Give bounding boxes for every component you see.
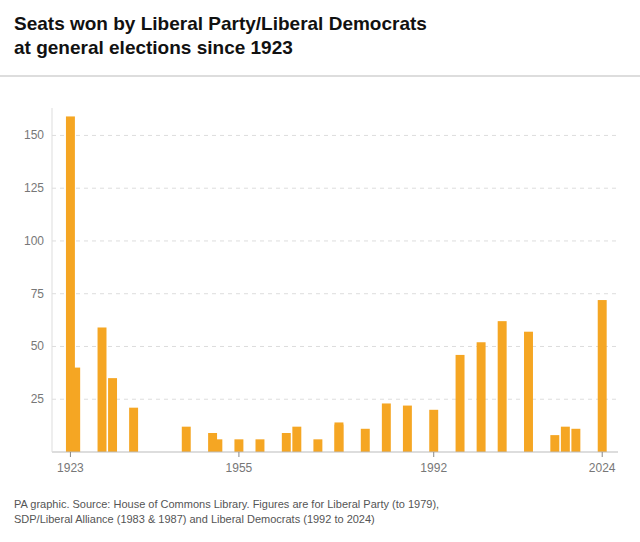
bar	[108, 378, 117, 452]
y-tick-label: 50	[31, 339, 45, 353]
bar	[598, 300, 607, 452]
bar	[182, 427, 191, 452]
chart-container: Seats won by Liberal Party/Liberal Democ…	[0, 0, 640, 542]
grid-line	[52, 188, 618, 189]
x-tick	[433, 452, 434, 457]
chart: Seats won by Liberal Party/Liberal Democ…	[0, 0, 640, 542]
bars	[66, 116, 607, 452]
bar	[282, 433, 291, 452]
bar	[213, 439, 222, 452]
x-tick-label: 2024	[589, 461, 616, 475]
y-axis-line	[52, 108, 53, 452]
grid-line	[52, 135, 618, 136]
bar	[234, 439, 243, 452]
y-tick-label: 150	[24, 128, 44, 142]
x-tick-label: 1992	[420, 461, 447, 475]
bar	[361, 429, 370, 452]
y-tick-label: 75	[31, 287, 45, 301]
bar	[334, 422, 343, 452]
bar	[129, 408, 138, 452]
bar	[98, 327, 107, 452]
bar	[382, 403, 391, 452]
bar	[403, 406, 412, 452]
y-grid	[52, 135, 618, 399]
bar	[429, 410, 438, 452]
y-tick-label: 100	[24, 234, 44, 248]
bar	[524, 332, 533, 452]
x-tick-label: 1955	[226, 461, 253, 475]
grid-line	[52, 240, 618, 241]
footnote: PA graphic. Source: House of Commons Lib…	[14, 498, 439, 525]
x-tick	[602, 452, 603, 457]
bar	[334, 425, 343, 452]
x-axis-line	[52, 452, 618, 453]
x-tick-label: 1923	[57, 461, 84, 475]
bar	[313, 439, 322, 452]
bar	[571, 429, 580, 452]
separator	[0, 76, 640, 77]
bar	[561, 427, 570, 452]
y-tick-label: 25	[31, 392, 45, 406]
bar	[498, 321, 507, 452]
title: Seats won by Liberal Party/Liberal Democ…	[14, 13, 427, 58]
grid-line	[52, 293, 618, 294]
x-tick	[238, 452, 239, 457]
bar	[255, 439, 264, 452]
grid-line	[52, 346, 618, 347]
bar	[477, 342, 486, 452]
bar	[71, 368, 80, 452]
bar	[456, 355, 465, 452]
bar	[550, 435, 559, 452]
y-tick-label: 125	[24, 181, 44, 195]
grid-line	[52, 399, 618, 400]
x-tick	[70, 452, 71, 457]
bar	[292, 427, 301, 452]
